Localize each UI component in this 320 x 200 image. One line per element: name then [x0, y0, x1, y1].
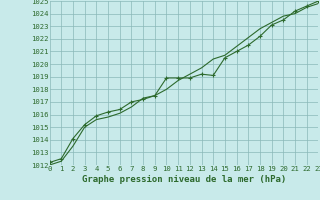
X-axis label: Graphe pression niveau de la mer (hPa): Graphe pression niveau de la mer (hPa) — [82, 175, 286, 184]
